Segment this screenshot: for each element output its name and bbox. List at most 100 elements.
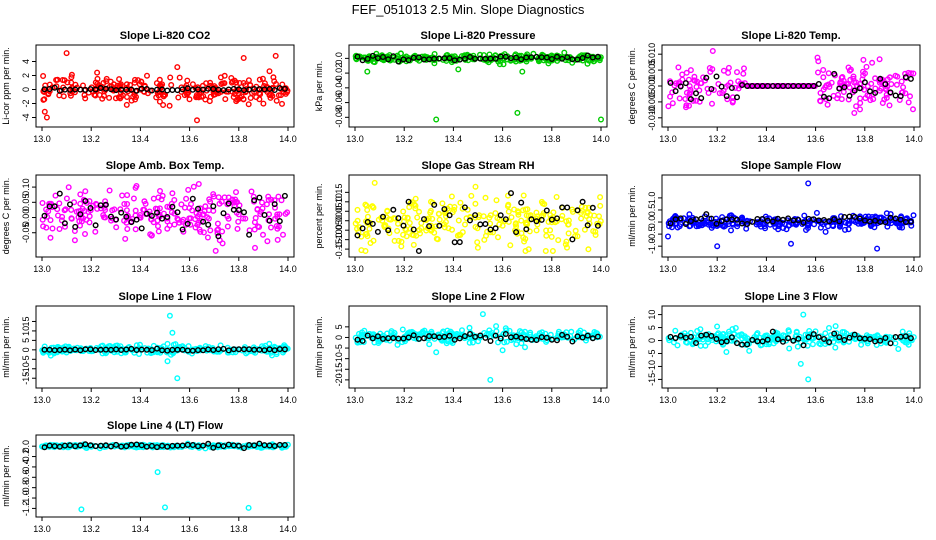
data-point bbox=[863, 63, 870, 70]
data-point bbox=[504, 203, 511, 210]
y-tick-label: 0 bbox=[647, 338, 657, 343]
data-point bbox=[435, 210, 442, 217]
data-point bbox=[705, 339, 712, 346]
selected-point bbox=[364, 218, 371, 225]
data-point bbox=[587, 211, 594, 218]
selected-point bbox=[102, 442, 109, 449]
outlier-point bbox=[166, 312, 173, 319]
selected-point bbox=[574, 56, 581, 63]
selected-point bbox=[749, 336, 756, 343]
data-point bbox=[898, 78, 905, 85]
selected-point bbox=[907, 335, 914, 342]
selected-point bbox=[164, 87, 171, 94]
data-point bbox=[512, 220, 519, 227]
data-point bbox=[886, 74, 893, 81]
selected-point bbox=[589, 204, 596, 211]
y-tick-label: -0.2 bbox=[21, 449, 31, 465]
selected-point bbox=[497, 335, 504, 342]
data-point bbox=[858, 341, 865, 348]
data-point bbox=[882, 86, 889, 93]
panel-title: Slope Gas Stream RH bbox=[421, 160, 534, 172]
data-point bbox=[272, 215, 279, 222]
x-tick-label: 13.4 bbox=[132, 395, 150, 405]
data-point bbox=[513, 341, 520, 348]
selected-point bbox=[687, 218, 694, 225]
data-point bbox=[207, 227, 214, 234]
data-point bbox=[905, 69, 912, 76]
panel-slope-line-4-lt-flow: Slope Line 4 (LT) Flow 13.0 13.2 13.4 13.6 13… bbox=[1, 420, 297, 534]
selected-point bbox=[734, 216, 741, 223]
data-point bbox=[888, 81, 895, 88]
selected-point bbox=[128, 219, 135, 226]
data-point bbox=[225, 349, 232, 356]
data-point bbox=[591, 329, 598, 336]
data-point bbox=[686, 83, 693, 90]
selected-point bbox=[369, 220, 376, 227]
selected-point bbox=[369, 335, 376, 342]
selected-point bbox=[200, 218, 207, 225]
data-point bbox=[839, 79, 846, 86]
panel-slope-line-3-flow: Slope Line 3 Flow 13.0 13.2 13.4 13.6 13.8 14.… bbox=[627, 291, 923, 405]
x-tick-label: 13.8 bbox=[543, 264, 561, 274]
data-point bbox=[202, 203, 209, 210]
x-tick-label: 13.4 bbox=[758, 264, 776, 274]
selected-point bbox=[354, 232, 361, 239]
selected-point bbox=[902, 74, 909, 81]
data-point bbox=[381, 222, 388, 229]
selected-point bbox=[548, 216, 555, 223]
selected-point bbox=[810, 82, 817, 89]
data-point bbox=[100, 214, 107, 221]
data-point bbox=[133, 182, 140, 189]
y-axis-label: ml/min per min. bbox=[314, 316, 324, 378]
data-point bbox=[206, 196, 213, 203]
y-tick-label: 0.000 bbox=[647, 75, 657, 98]
selected-point bbox=[415, 54, 422, 61]
outlier-point bbox=[169, 329, 176, 336]
x-tick-label: 13.2 bbox=[708, 134, 726, 144]
data-point bbox=[853, 103, 860, 110]
selected-point bbox=[164, 213, 171, 220]
selected-point bbox=[184, 220, 191, 227]
data-point bbox=[79, 82, 86, 89]
data-point bbox=[543, 232, 550, 239]
selected-point bbox=[795, 216, 802, 223]
data-point bbox=[669, 215, 676, 222]
data-point bbox=[123, 81, 130, 88]
data-point bbox=[102, 198, 109, 205]
data-point bbox=[815, 58, 822, 65]
selected-point bbox=[405, 198, 412, 205]
selected-point bbox=[831, 216, 838, 223]
selected-point bbox=[123, 443, 130, 450]
selected-point bbox=[851, 213, 858, 220]
selected-point bbox=[867, 336, 874, 343]
data-point bbox=[725, 64, 732, 71]
outlier-point bbox=[487, 376, 494, 383]
data-point bbox=[899, 328, 906, 335]
selected-point bbox=[235, 442, 242, 449]
data-point bbox=[40, 72, 47, 79]
selected-point bbox=[559, 204, 566, 211]
selected-point bbox=[159, 442, 166, 449]
data-point bbox=[204, 234, 211, 241]
selected-point bbox=[887, 340, 894, 347]
data-point bbox=[68, 71, 75, 78]
data-point bbox=[715, 330, 722, 337]
data-point bbox=[256, 223, 263, 230]
selected-point bbox=[354, 336, 361, 343]
selected-point bbox=[169, 203, 176, 210]
y-axis-label: degrees C per min. bbox=[627, 48, 637, 125]
y-tick-label: 0.00 bbox=[334, 212, 344, 230]
y-tick-label: -10 bbox=[647, 360, 657, 373]
data-point bbox=[841, 329, 848, 336]
x-tick-label: 13.0 bbox=[659, 264, 677, 274]
selected-point bbox=[564, 333, 571, 340]
data-point bbox=[62, 223, 69, 230]
data-point bbox=[515, 211, 522, 218]
panel-title: Slope Li-820 Pressure bbox=[421, 30, 536, 42]
y-tick-label: -20 bbox=[334, 373, 344, 386]
y-tick-label: -0.10 bbox=[334, 229, 344, 250]
data-point bbox=[94, 75, 101, 82]
selected-point bbox=[713, 73, 720, 80]
data-point bbox=[106, 94, 113, 101]
